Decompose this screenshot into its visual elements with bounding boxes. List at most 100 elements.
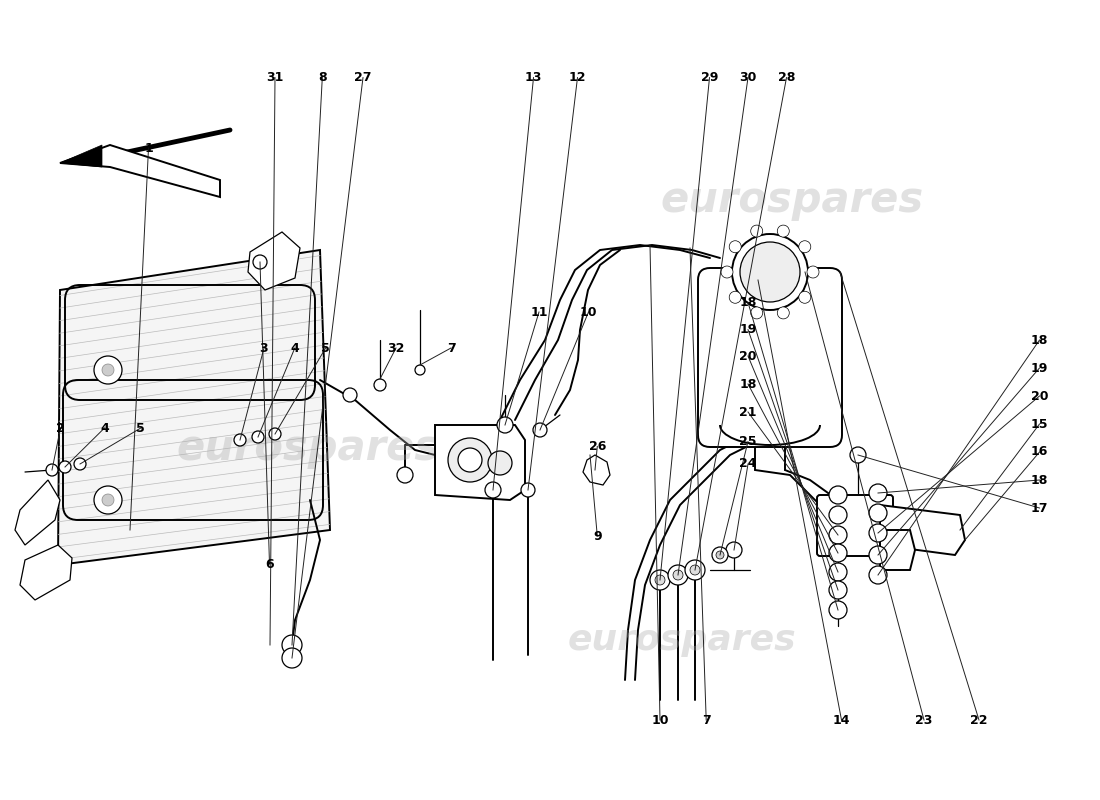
Text: 18: 18: [1031, 334, 1048, 346]
Text: 15: 15: [1031, 418, 1048, 430]
Text: 28: 28: [778, 71, 795, 84]
Text: 5: 5: [321, 342, 330, 354]
Circle shape: [869, 504, 887, 522]
Circle shape: [654, 575, 666, 585]
Circle shape: [488, 451, 512, 475]
Text: 18: 18: [739, 296, 757, 309]
Text: 9: 9: [593, 530, 602, 542]
Circle shape: [829, 506, 847, 524]
Text: 10: 10: [580, 306, 597, 318]
Circle shape: [485, 482, 501, 498]
Circle shape: [726, 542, 742, 558]
Text: 11: 11: [530, 306, 548, 318]
Polygon shape: [20, 545, 72, 600]
Circle shape: [282, 648, 303, 668]
Circle shape: [94, 356, 122, 384]
Text: 27: 27: [354, 71, 372, 84]
Text: 7: 7: [702, 714, 711, 726]
Polygon shape: [880, 530, 915, 570]
Circle shape: [497, 417, 513, 433]
Circle shape: [778, 225, 790, 237]
Text: 25: 25: [739, 435, 757, 448]
Polygon shape: [60, 145, 102, 167]
Circle shape: [234, 434, 246, 446]
Circle shape: [778, 307, 790, 319]
Circle shape: [729, 291, 741, 303]
Text: 19: 19: [1031, 362, 1048, 374]
Circle shape: [829, 563, 847, 581]
Text: 1: 1: [144, 142, 153, 154]
Circle shape: [397, 467, 412, 483]
Text: 10: 10: [651, 714, 669, 726]
Text: 17: 17: [1031, 502, 1048, 514]
Circle shape: [829, 486, 847, 504]
Text: 29: 29: [701, 71, 718, 84]
Text: 2: 2: [56, 422, 65, 434]
Circle shape: [799, 241, 811, 253]
Circle shape: [668, 565, 688, 585]
Text: 20: 20: [1031, 390, 1048, 402]
Text: 7: 7: [447, 342, 455, 354]
Circle shape: [690, 565, 700, 575]
Circle shape: [850, 447, 866, 463]
Polygon shape: [248, 232, 300, 290]
Text: 12: 12: [569, 71, 586, 84]
Text: 22: 22: [970, 714, 988, 726]
Circle shape: [720, 266, 733, 278]
Circle shape: [829, 526, 847, 544]
Circle shape: [458, 448, 482, 472]
Text: 20: 20: [739, 350, 757, 362]
Polygon shape: [15, 480, 60, 545]
Text: 21: 21: [739, 406, 757, 418]
Text: eurospares: eurospares: [568, 623, 796, 657]
Circle shape: [448, 438, 492, 482]
Circle shape: [807, 266, 820, 278]
Circle shape: [869, 484, 887, 502]
Circle shape: [374, 379, 386, 391]
Circle shape: [729, 241, 741, 253]
Circle shape: [46, 464, 58, 476]
Text: eurospares: eurospares: [176, 427, 440, 469]
Text: 6: 6: [265, 558, 274, 570]
Text: eurospares: eurospares: [660, 179, 924, 221]
Text: 14: 14: [833, 714, 850, 726]
Circle shape: [102, 494, 114, 506]
Circle shape: [102, 364, 114, 376]
Circle shape: [521, 483, 535, 497]
Text: 18: 18: [739, 378, 757, 390]
Circle shape: [829, 581, 847, 599]
Text: 30: 30: [739, 71, 757, 84]
Circle shape: [343, 388, 358, 402]
Text: 18: 18: [1031, 474, 1048, 486]
Circle shape: [869, 546, 887, 564]
Circle shape: [673, 570, 683, 580]
Text: 23: 23: [915, 714, 933, 726]
Polygon shape: [583, 455, 610, 485]
Circle shape: [750, 225, 762, 237]
Circle shape: [869, 566, 887, 584]
Circle shape: [869, 524, 887, 542]
Circle shape: [534, 423, 547, 437]
Circle shape: [94, 486, 122, 514]
Text: 32: 32: [387, 342, 405, 354]
FancyBboxPatch shape: [698, 268, 842, 447]
Text: 13: 13: [525, 71, 542, 84]
Circle shape: [270, 428, 280, 440]
Circle shape: [74, 458, 86, 470]
Circle shape: [650, 570, 670, 590]
Text: 24: 24: [739, 458, 757, 470]
Text: 8: 8: [318, 71, 327, 84]
Circle shape: [799, 291, 811, 303]
Circle shape: [829, 544, 847, 562]
Circle shape: [252, 431, 264, 443]
FancyBboxPatch shape: [817, 495, 893, 556]
Circle shape: [415, 365, 425, 375]
Text: 19: 19: [739, 323, 757, 336]
Polygon shape: [880, 505, 965, 555]
Text: 16: 16: [1031, 446, 1048, 458]
Text: 5: 5: [136, 422, 145, 434]
Text: 3: 3: [260, 342, 268, 354]
Text: 26: 26: [588, 440, 606, 453]
Circle shape: [282, 635, 303, 655]
Text: 4: 4: [100, 422, 109, 434]
